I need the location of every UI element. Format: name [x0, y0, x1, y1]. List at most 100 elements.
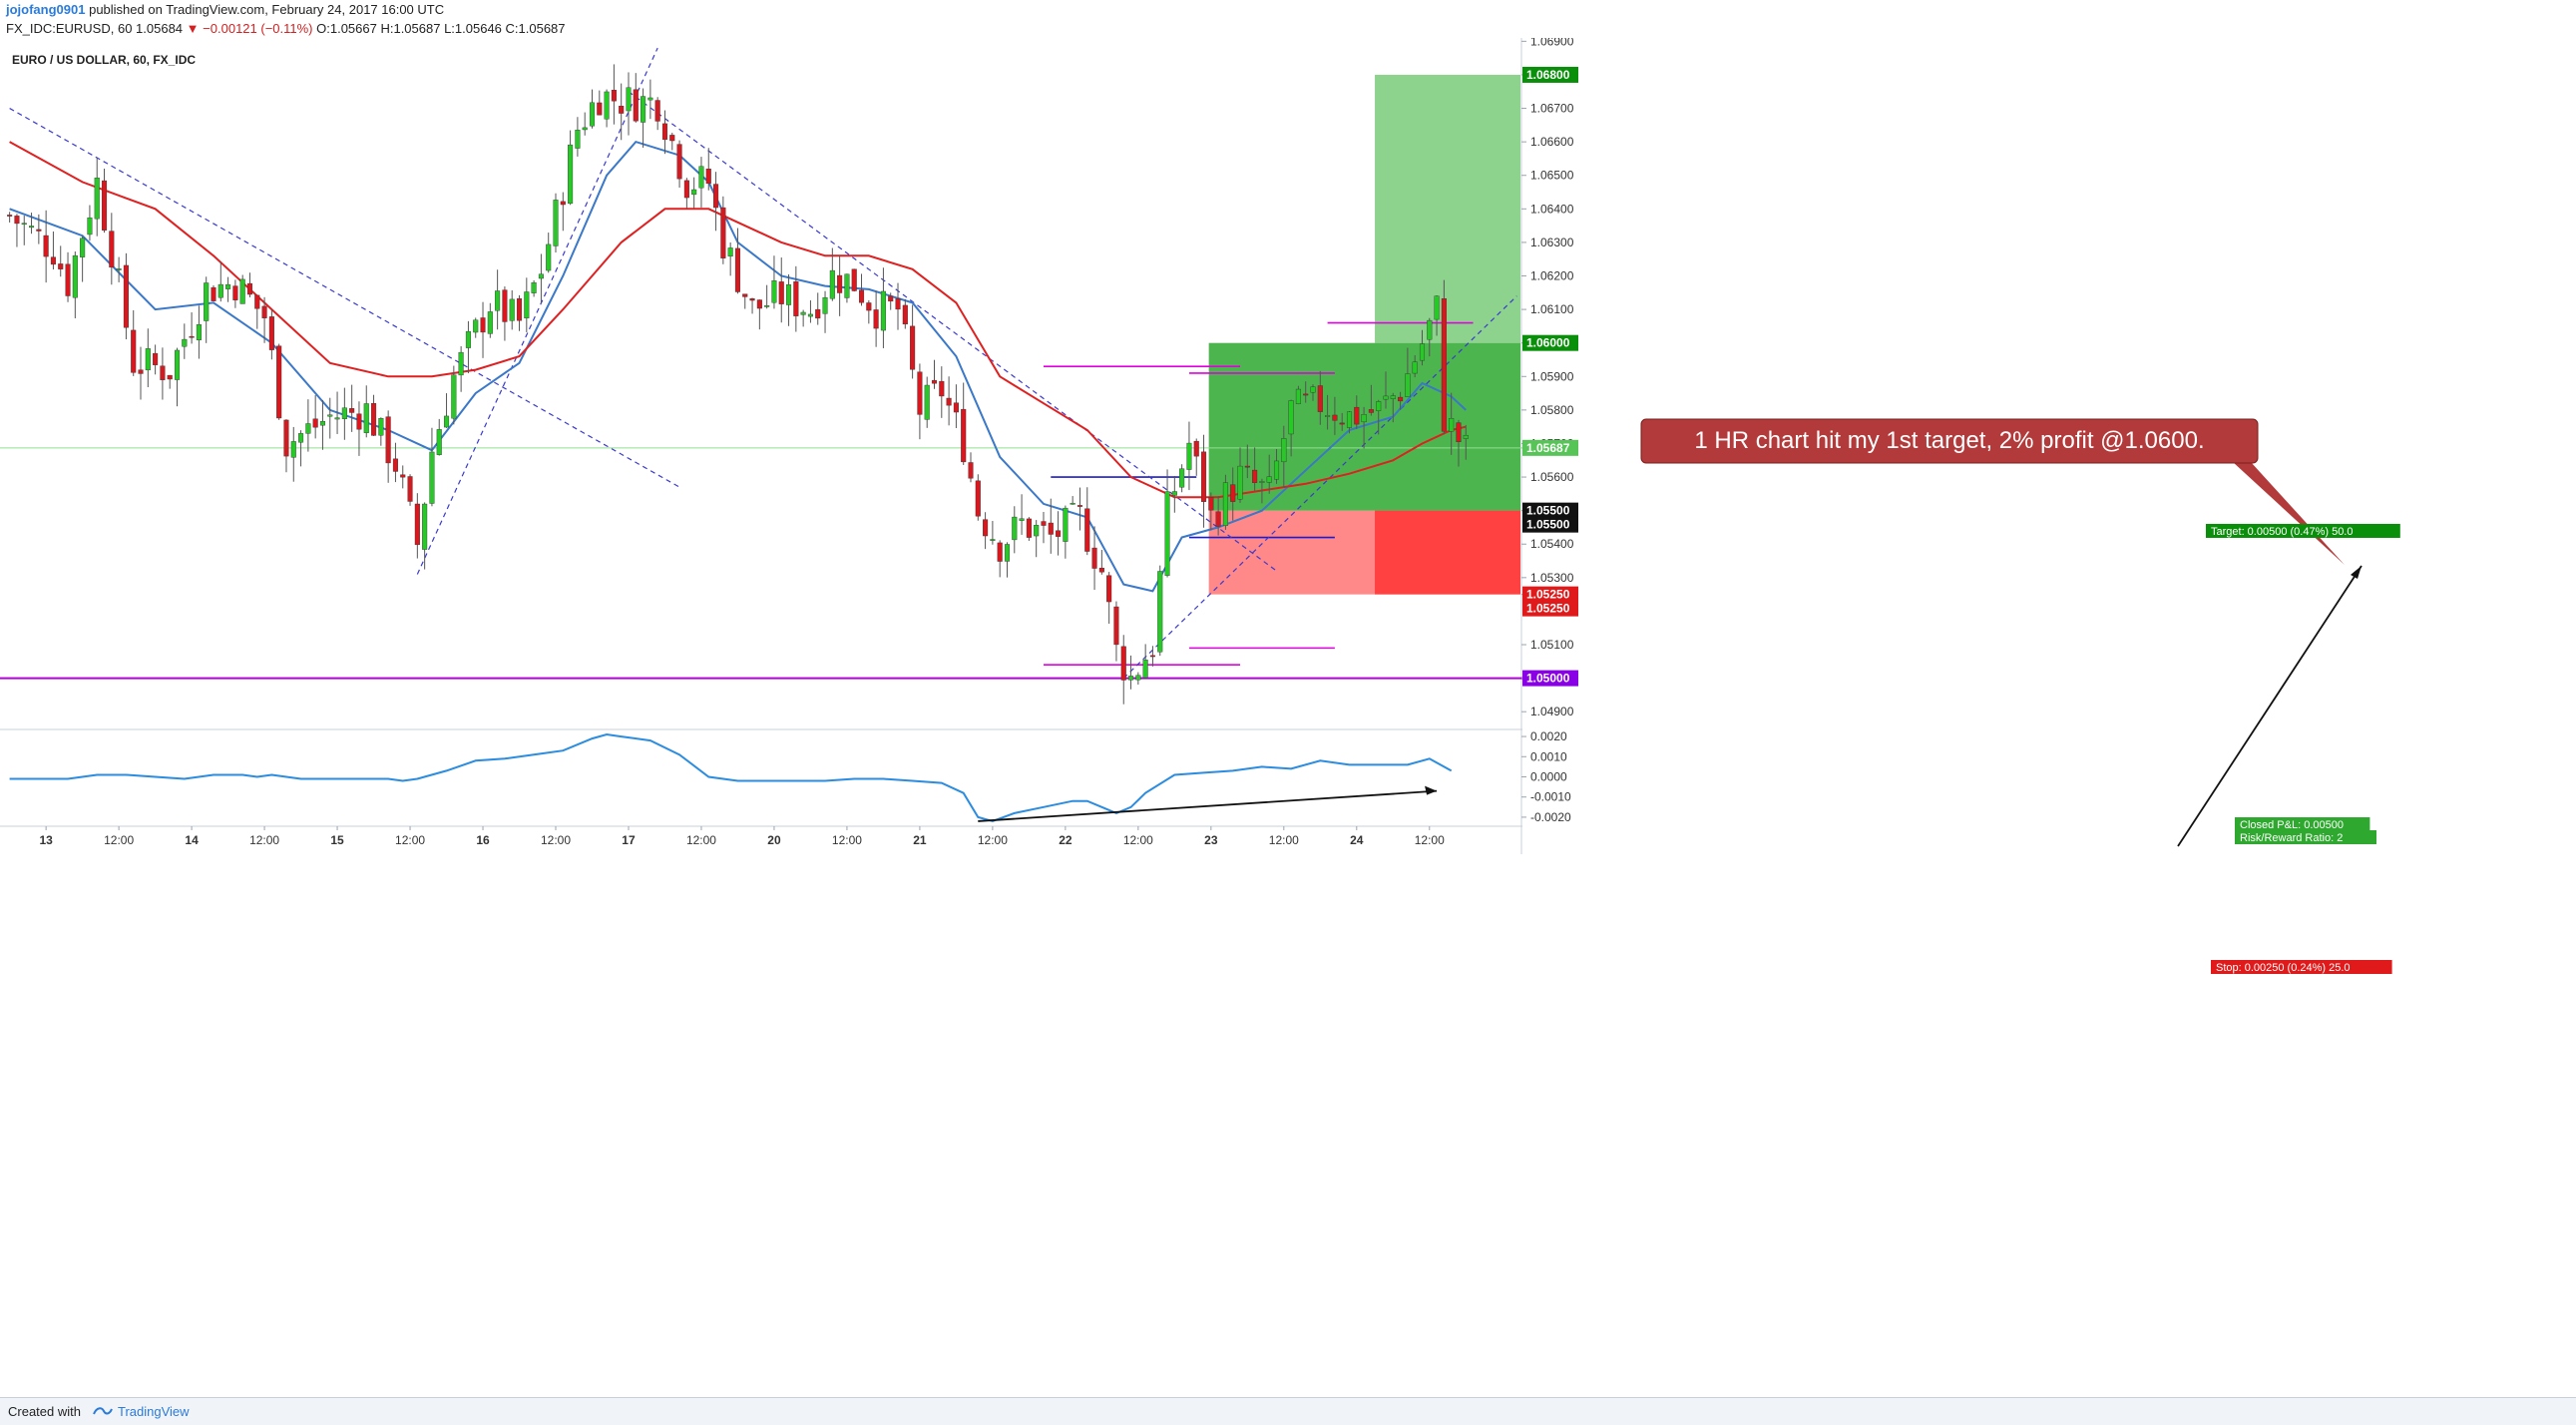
- candle-body: [7, 215, 13, 217]
- price-badge: [1522, 586, 1578, 603]
- candle-body: [43, 235, 49, 257]
- candle-body: [1157, 571, 1163, 653]
- price-tick-label: 1.05300: [1530, 571, 1574, 585]
- chart-title: EURO / US DOLLAR, 60, FX_IDC: [12, 53, 196, 67]
- price-chart[interactable]: 1 HR chart hit my 1st target, 2% profit …: [0, 38, 2576, 1397]
- candle-body: [953, 402, 959, 413]
- candle-body: [443, 415, 450, 428]
- oscillator-line: [9, 732, 1453, 823]
- candle-body: [1303, 393, 1309, 396]
- candle-body: [487, 311, 493, 334]
- candle-body: [1200, 451, 1207, 502]
- candle-body: [713, 184, 719, 209]
- candle-body: [1237, 465, 1243, 500]
- candle-body: [946, 397, 952, 406]
- candle-body: [305, 423, 311, 434]
- candle-body: [458, 351, 464, 376]
- candle-body: [239, 278, 245, 304]
- candle-body: [1339, 422, 1345, 425]
- price-tick-label: 1.06900: [1530, 38, 1574, 48]
- candle-body: [1317, 385, 1323, 412]
- candle-body: [910, 325, 916, 370]
- price-badge: [1522, 439, 1578, 456]
- candle-body: [1034, 525, 1040, 537]
- candle-body: [895, 298, 901, 310]
- time-tick-label: 12:00: [1415, 833, 1445, 847]
- candle-body: [290, 441, 296, 458]
- candle-body: [276, 345, 282, 419]
- extended-profit-zone: [1375, 74, 1520, 343]
- candle-body: [582, 127, 588, 131]
- price-badge: [1522, 516, 1578, 533]
- candle-body: [961, 408, 967, 463]
- candle-body: [407, 476, 413, 502]
- candle-body: [1434, 295, 1440, 320]
- candle-body: [145, 348, 151, 371]
- candle-body: [160, 365, 166, 380]
- target-label: Target: 0.00500 (0.47%) 50.0: [2211, 526, 2353, 538]
- candle-body: [524, 291, 530, 319]
- candle-body: [174, 349, 181, 380]
- candle-body: [1405, 373, 1411, 397]
- candle-body: [225, 283, 231, 289]
- candle-body: [1288, 400, 1294, 435]
- candle-body: [1252, 469, 1258, 483]
- candle-body: [1427, 319, 1433, 340]
- price-badge: [1522, 66, 1578, 83]
- candle-body: [189, 335, 195, 338]
- osc-tick-label: 0.0020: [1530, 729, 1567, 743]
- candle-body: [1222, 482, 1228, 526]
- price-badge-label: 1.05250: [1526, 588, 1570, 602]
- candle-body: [363, 403, 369, 433]
- candle-body: [50, 256, 56, 265]
- price-badge-label: 1.06000: [1526, 336, 1570, 350]
- arrow-line: [2177, 565, 2362, 847]
- candle-body: [1273, 460, 1280, 480]
- candle-body: [1259, 481, 1265, 483]
- candle-body: [1456, 422, 1462, 443]
- candle-body: [414, 503, 420, 546]
- callout-box: [1640, 418, 2259, 464]
- rr-label-bg: [2235, 830, 2376, 844]
- candle-body: [268, 316, 274, 350]
- candle-body: [1041, 521, 1047, 526]
- candle-body: [254, 294, 260, 309]
- candle-body: [261, 305, 267, 318]
- price-badge: [1522, 600, 1578, 617]
- extended-loss-zone: [1375, 510, 1520, 595]
- footer-bar: Created with TradingView: [0, 1397, 2576, 1425]
- price-badge-label: 1.05687: [1526, 441, 1570, 455]
- candle-body: [123, 264, 129, 328]
- candle-body: [1128, 676, 1134, 681]
- candle-body: [392, 458, 398, 472]
- candle-body: [546, 243, 552, 271]
- candle-body: [1048, 522, 1054, 535]
- candle-body: [902, 304, 908, 325]
- candle-body: [80, 238, 86, 257]
- candle-body: [87, 217, 93, 236]
- ohlc-values: O:1.05667 H:1.05687 L:1.05646 C:1.05687: [316, 21, 566, 36]
- candle-body: [654, 100, 660, 122]
- published-info: published on TradingView.com, February 2…: [89, 2, 445, 17]
- osc-tick-label: -0.0020: [1530, 810, 1571, 824]
- tradingview-link[interactable]: TradingView: [118, 1404, 190, 1419]
- candle-body: [1004, 544, 1011, 562]
- candle-body: [538, 273, 544, 279]
- candle-body: [815, 308, 821, 319]
- symbol-label: FX_IDC:EURUSD, 60: [6, 21, 133, 36]
- price-badge: [1522, 502, 1578, 519]
- candle-body: [1368, 409, 1374, 413]
- candle-body: [516, 298, 523, 321]
- candle-body: [334, 417, 340, 420]
- candle-body: [349, 408, 355, 413]
- candle-body: [327, 414, 333, 417]
- author-name[interactable]: jojofang0901: [6, 2, 86, 17]
- candle-body: [822, 296, 828, 314]
- time-tick-label: 17: [622, 833, 636, 847]
- candle-body: [553, 200, 559, 246]
- candle-body: [502, 289, 508, 322]
- candle-body: [698, 166, 704, 189]
- candle-body: [36, 229, 42, 232]
- price-tick-label: 1.06200: [1530, 269, 1574, 283]
- candle-body: [312, 418, 318, 428]
